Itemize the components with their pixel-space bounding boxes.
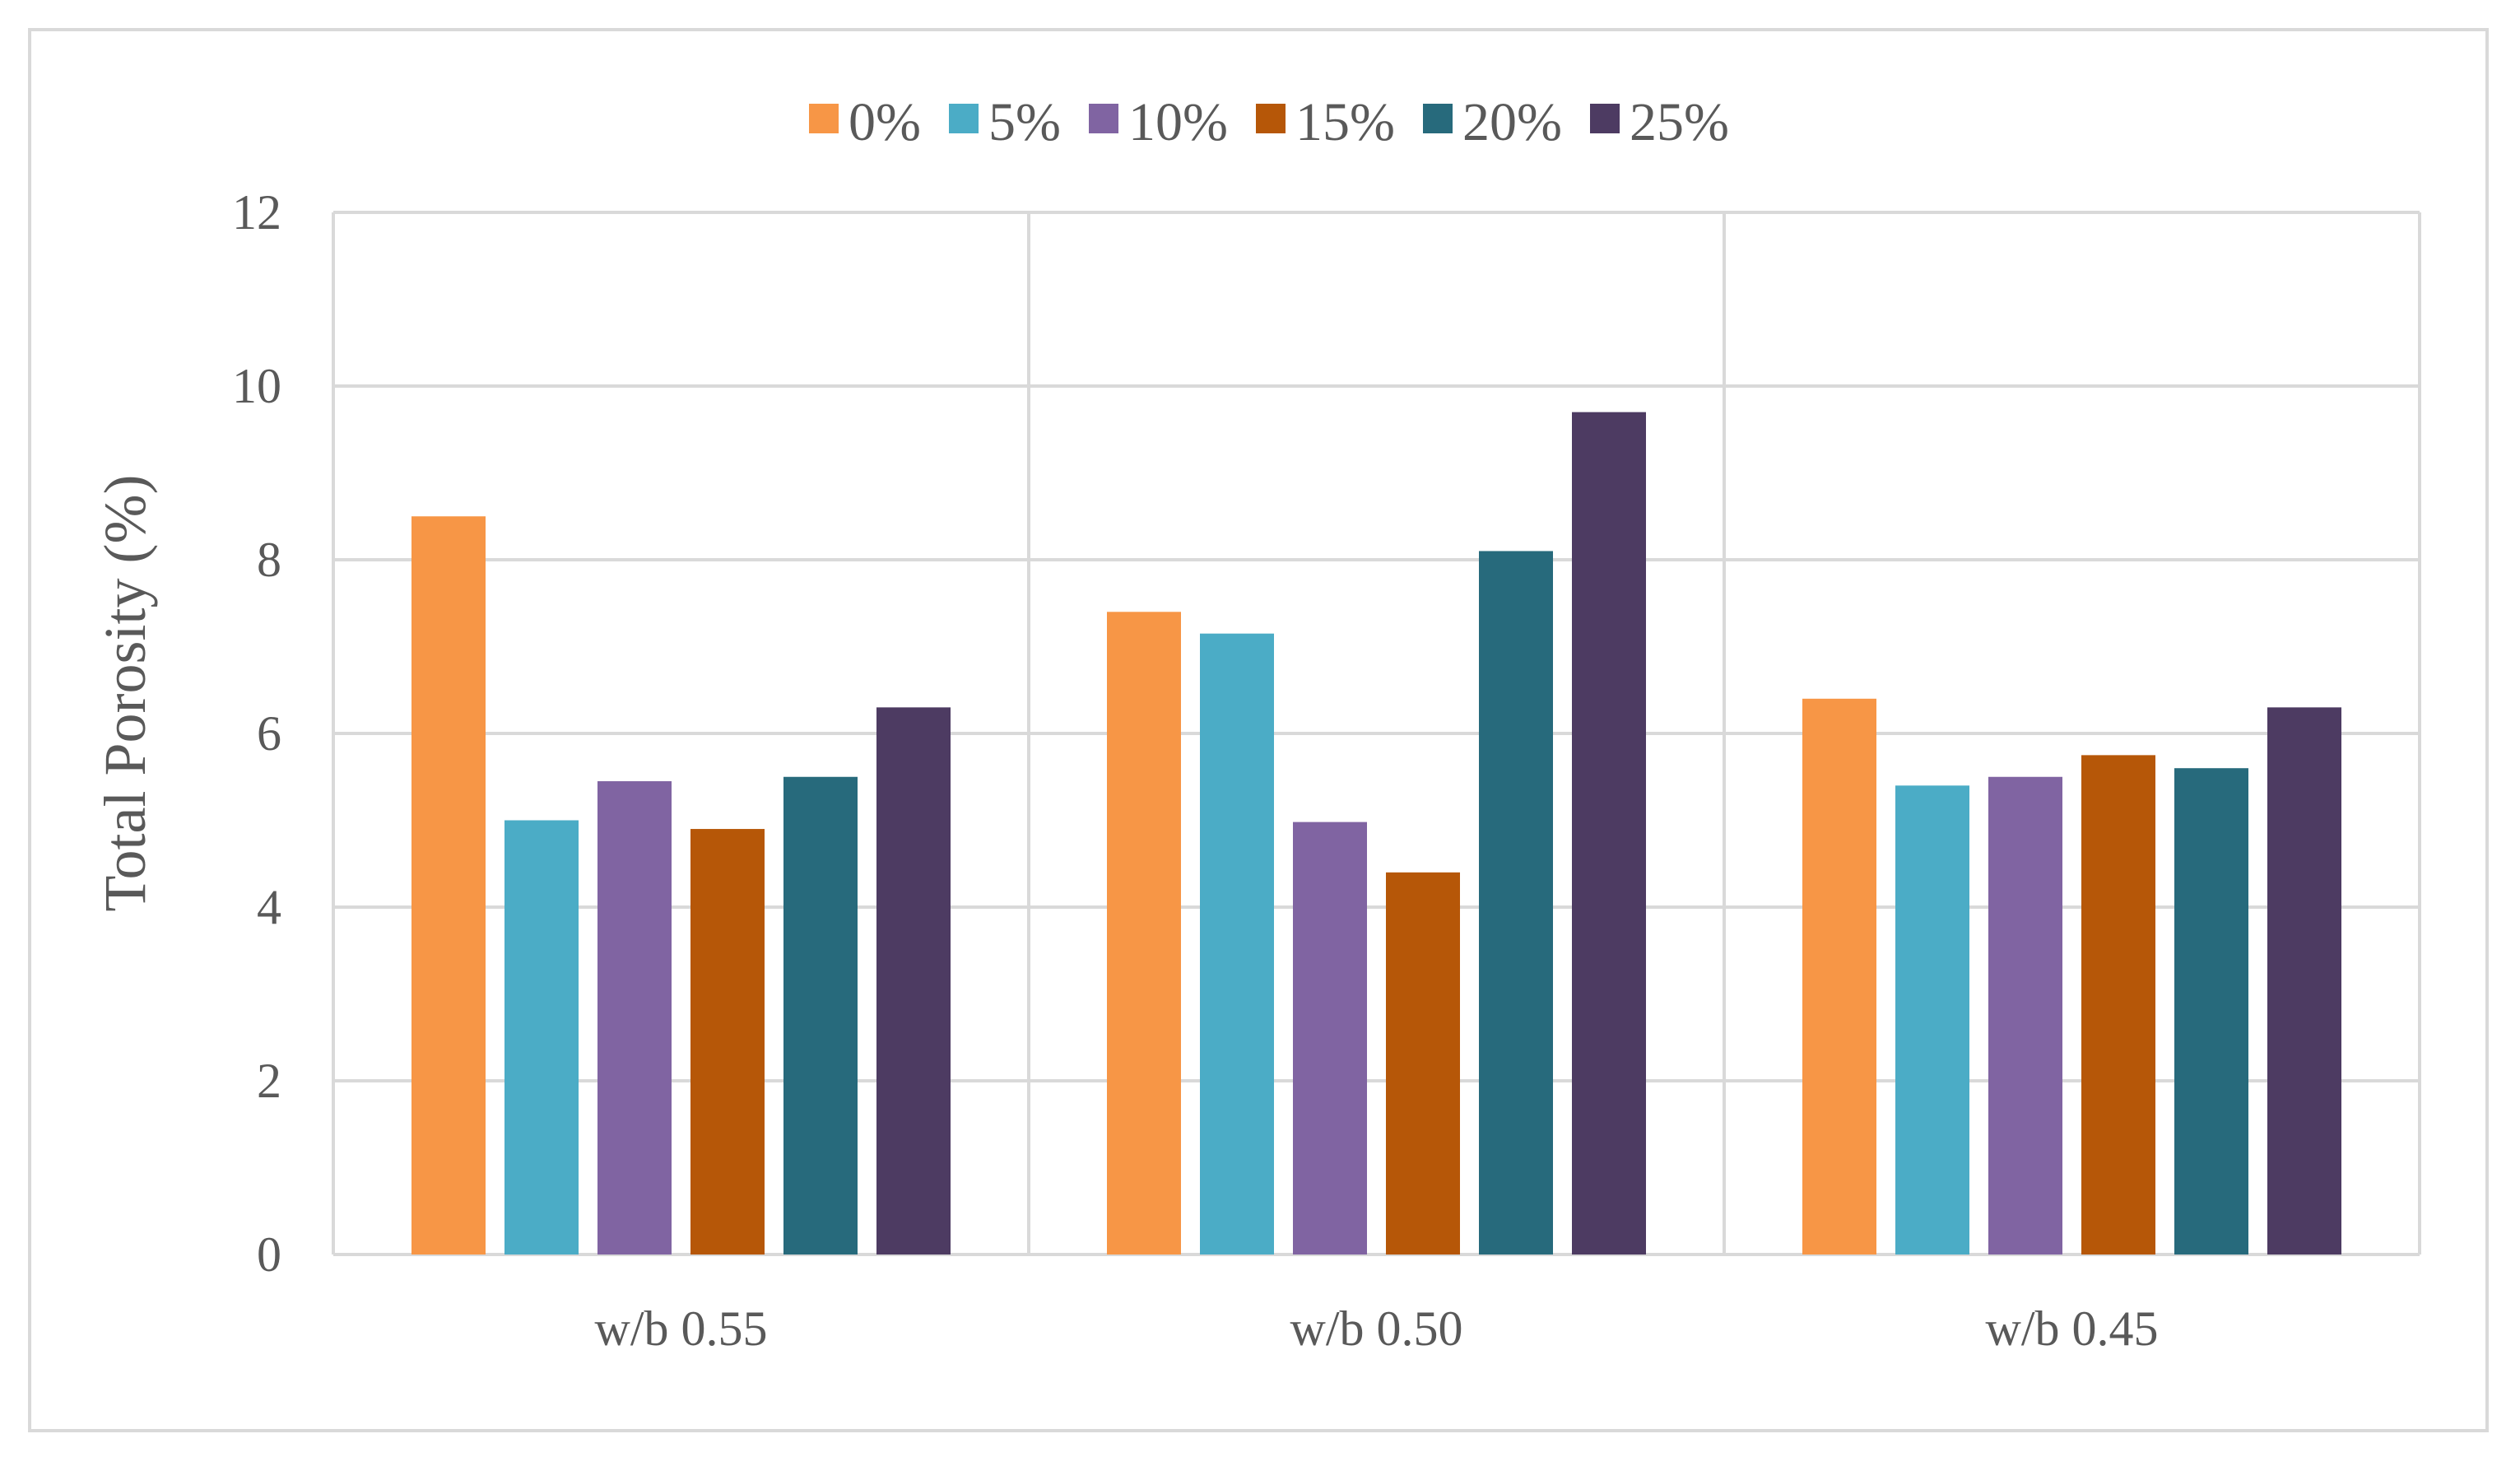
category-label: w/b 0.45	[1986, 1301, 2159, 1356]
legend-label: 20%	[1462, 92, 1562, 152]
category-label: w/b 0.50	[1290, 1301, 1463, 1356]
y-tick-labels: 0 2 4 6 8 10 12	[232, 185, 281, 1282]
category-labels: w/b 0.55 w/b 0.50 w/b 0.45	[595, 1301, 2159, 1356]
legend-swatch	[949, 104, 979, 133]
legend-swatch	[809, 104, 839, 133]
bar-w-b-0-45-25pct	[2267, 707, 2341, 1255]
legend-label: 10%	[1128, 92, 1228, 152]
bar-w-b-0-55-10pct	[597, 781, 672, 1255]
bar-w-b-0-50-0pct	[1107, 612, 1181, 1255]
bar-w-b-0-45-5pct	[1895, 785, 1969, 1255]
y-tick-label: 10	[232, 359, 281, 413]
bar-w-b-0-50-20pct	[1479, 551, 1553, 1255]
bar-w-b-0-50-15pct	[1386, 872, 1460, 1255]
bar-w-b-0-55-20pct	[783, 776, 858, 1255]
bar-w-b-0-45-15pct	[2081, 755, 2155, 1255]
bar-w-b-0-50-10pct	[1293, 822, 1367, 1255]
bar-w-b-0-55-5pct	[504, 820, 579, 1255]
legend-label: 25%	[1630, 92, 1729, 152]
bar-w-b-0-55-25pct	[876, 707, 951, 1255]
legend-label: 0%	[849, 92, 921, 152]
legend: 0% 5% 10% 15% 20% 25%	[809, 92, 1729, 152]
bar-w-b-0-50-5pct	[1200, 633, 1274, 1255]
bar-w-b-0-55-0pct	[411, 516, 486, 1255]
bar-w-b-0-55-15pct	[690, 829, 765, 1255]
y-tick-label: 0	[257, 1227, 281, 1282]
legend-swatch	[1423, 104, 1453, 133]
y-tick-label: 12	[232, 185, 281, 240]
y-tick-label: 6	[257, 706, 281, 761]
legend-swatch	[1256, 104, 1286, 133]
bar-w-b-0-45-10pct	[1988, 776, 2062, 1255]
bar-w-b-0-45-0pct	[1802, 698, 1876, 1255]
grid-layer	[332, 211, 2421, 1256]
y-tick-label: 4	[257, 880, 281, 934]
y-axis-title: Total Porosity (%)	[92, 475, 158, 912]
category-label: w/b 0.55	[595, 1301, 768, 1356]
legend-swatch	[1089, 104, 1118, 133]
y-tick-label: 8	[257, 533, 281, 587]
bars-layer	[411, 412, 2341, 1255]
bar-w-b-0-45-20pct	[2174, 768, 2248, 1255]
y-tick-label: 2	[257, 1054, 281, 1108]
legend-label: 15%	[1295, 92, 1395, 152]
bar-w-b-0-50-25pct	[1572, 412, 1646, 1255]
legend-swatch	[1590, 104, 1620, 133]
legend-label: 5%	[988, 92, 1061, 152]
